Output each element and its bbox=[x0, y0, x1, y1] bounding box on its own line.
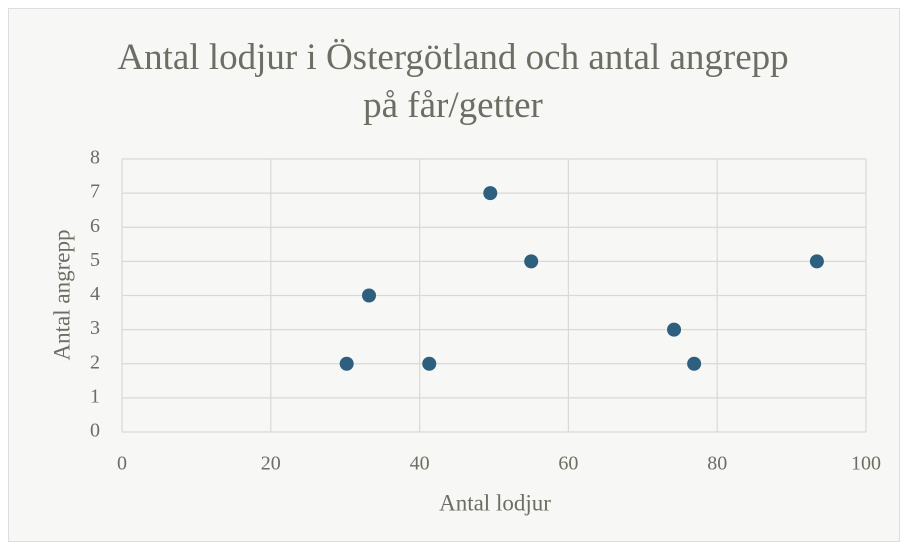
x-tick-label: 20 bbox=[261, 453, 281, 475]
x-tick-label: 0 bbox=[117, 453, 127, 475]
x-tick-label: 40 bbox=[410, 453, 430, 475]
chart-frame bbox=[8, 8, 900, 542]
y-tick-label: 6 bbox=[90, 215, 100, 237]
x-tick-label: 100 bbox=[851, 453, 881, 475]
y-tick-label: 0 bbox=[90, 420, 100, 442]
y-tick-label: 2 bbox=[90, 351, 100, 373]
point bbox=[524, 254, 539, 269]
y-tick-label: 7 bbox=[90, 181, 100, 203]
y-tick-label: 4 bbox=[90, 283, 100, 305]
y-tick-label: 1 bbox=[90, 385, 100, 407]
x-tick-label: 60 bbox=[558, 453, 578, 475]
y-tick-label: 5 bbox=[90, 249, 100, 271]
y-tick-label: 8 bbox=[90, 147, 100, 169]
point bbox=[809, 254, 824, 269]
x-tick-label: 80 bbox=[707, 453, 727, 475]
point bbox=[362, 288, 377, 303]
x-axis-label: Antal lodjur bbox=[439, 490, 551, 515]
point bbox=[667, 322, 682, 337]
y-tick-label: 3 bbox=[90, 317, 100, 339]
point bbox=[687, 356, 702, 371]
chart-title: Antal lodjur i Östergötland och antal an… bbox=[117, 37, 789, 126]
point bbox=[422, 356, 437, 371]
point bbox=[483, 186, 498, 201]
y-axis-label: Antal angrepp bbox=[49, 230, 74, 361]
point bbox=[339, 356, 354, 371]
